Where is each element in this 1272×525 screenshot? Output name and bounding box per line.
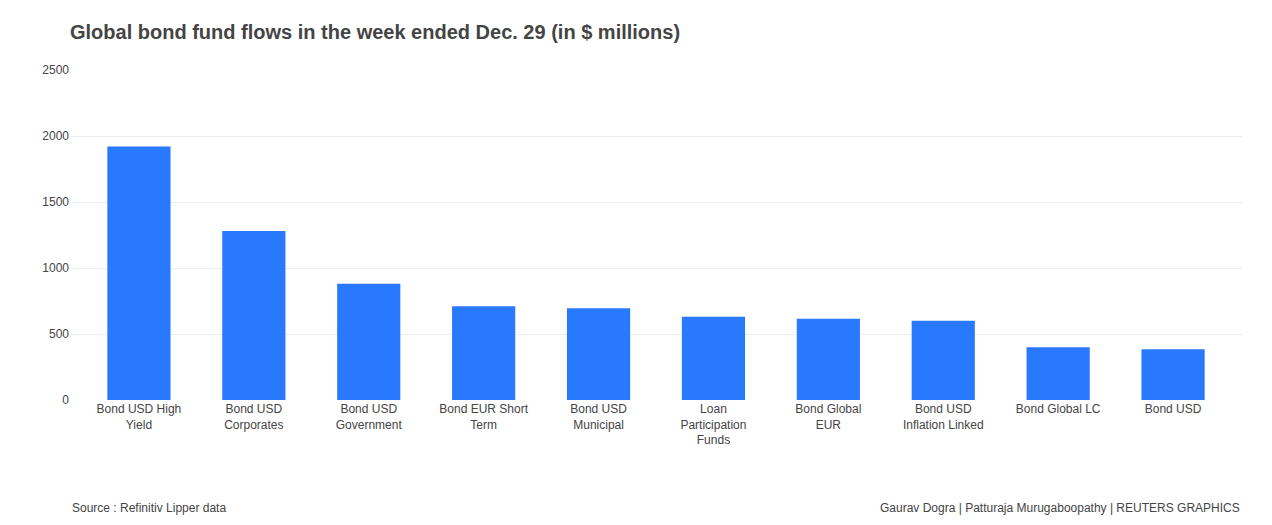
svg-text:0: 0 (62, 393, 69, 407)
svg-text:Bond USDGovernment: Bond USDGovernment (336, 402, 403, 432)
svg-text:1000: 1000 (42, 261, 69, 275)
svg-text:Bond Global LC: Bond Global LC (1016, 402, 1101, 416)
svg-text:2000: 2000 (42, 129, 69, 143)
svg-text:Bond EUR ShortTerm: Bond EUR ShortTerm (439, 402, 528, 432)
svg-text:Source : Refinitiv Lipper data: Source : Refinitiv Lipper data (72, 501, 226, 515)
svg-text:LoanParticipationFunds: LoanParticipationFunds (680, 402, 746, 447)
svg-text:500: 500 (49, 327, 69, 341)
svg-text:Bond USD HighYield: Bond USD HighYield (97, 402, 182, 432)
svg-text:2500: 2500 (42, 63, 69, 77)
svg-text:Bond USDCorporates: Bond USDCorporates (224, 402, 283, 432)
svg-text:Bond USDMunicipal: Bond USDMunicipal (570, 402, 627, 432)
svg-text:Bond USDInflation Linked: Bond USDInflation Linked (903, 402, 984, 432)
svg-text:Bond GlobalEUR: Bond GlobalEUR (795, 402, 861, 432)
svg-text:Bond USD: Bond USD (1145, 402, 1202, 416)
svg-text:Global bond fund flows in the: Global bond fund flows in the week ended… (70, 21, 680, 43)
svg-text:Gaurav Dogra | Patturaja Murug: Gaurav Dogra | Patturaja Murugaboopathy … (880, 501, 1240, 515)
svg-text:1500: 1500 (42, 195, 69, 209)
